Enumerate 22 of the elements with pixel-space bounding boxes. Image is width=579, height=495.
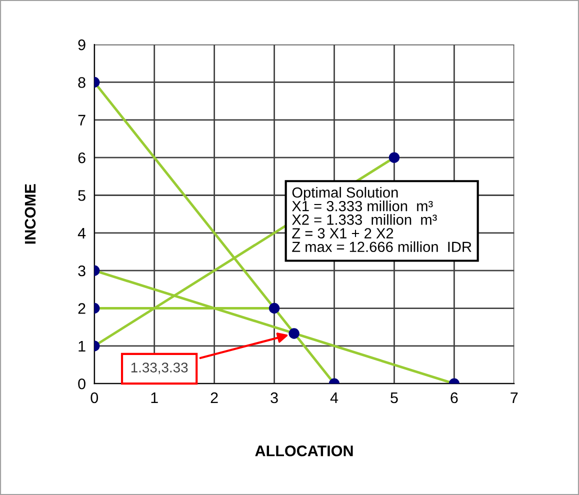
y-axis-title: INCOME — [24, 184, 36, 244]
y-tick-label: 2 — [78, 303, 86, 314]
y-tick-label: 1 — [78, 340, 86, 352]
y-tick-label: 5 — [78, 190, 86, 201]
x-tick-label: 4 — [330, 392, 338, 404]
y-tick-label: 9 — [78, 39, 86, 50]
y-tick-label: 7 — [78, 114, 86, 126]
x-tick-label: 0 — [90, 392, 98, 404]
x-tick-label: 7 — [510, 392, 518, 404]
x-tick-label: 6 — [450, 392, 458, 404]
x-tick-label: 5 — [390, 392, 398, 404]
annotation: 1.33,3.33 — [131, 362, 188, 374]
y-tick-label: 4 — [78, 228, 86, 238]
y-tick-label: 3 — [78, 265, 86, 276]
y-tick-label: 6 — [78, 152, 86, 164]
x-tick-label: 1 — [151, 392, 158, 404]
x-tick-label: 3 — [270, 392, 278, 404]
x-tick-label: 2 — [210, 392, 218, 404]
annotation: Optimal Solution X1 = 3.333 million m³ X2 = 1.333 million m³ Z = 3 X1 + 2 X2 Z max = 12.666 million IDR — [292, 186, 472, 252]
y-tick-label: 8 — [78, 77, 86, 88]
x-axis-title: ALLOCATION — [255, 445, 353, 456]
y-tick-label: 0 — [78, 378, 86, 390]
